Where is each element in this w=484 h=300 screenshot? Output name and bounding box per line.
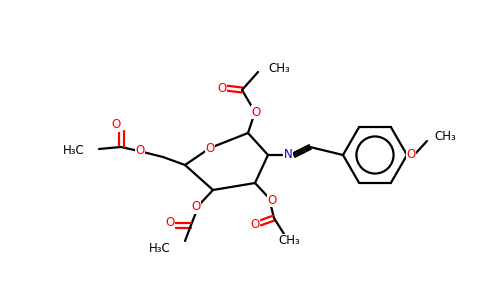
- Text: O: O: [191, 200, 201, 214]
- Text: CH₃: CH₃: [278, 235, 300, 248]
- Text: CH₃: CH₃: [268, 62, 290, 76]
- Text: N: N: [284, 148, 292, 161]
- Text: O: O: [217, 82, 227, 94]
- Text: O: O: [111, 118, 121, 131]
- Text: O: O: [136, 143, 145, 157]
- Text: H₃C: H₃C: [149, 242, 171, 256]
- Text: O: O: [205, 142, 214, 154]
- Text: O: O: [250, 218, 259, 232]
- Text: O: O: [267, 194, 277, 206]
- Text: O: O: [407, 148, 416, 161]
- Text: O: O: [166, 217, 175, 230]
- Text: H₃C: H₃C: [63, 145, 85, 158]
- Text: CH₃: CH₃: [434, 130, 456, 143]
- Text: O: O: [251, 106, 260, 118]
